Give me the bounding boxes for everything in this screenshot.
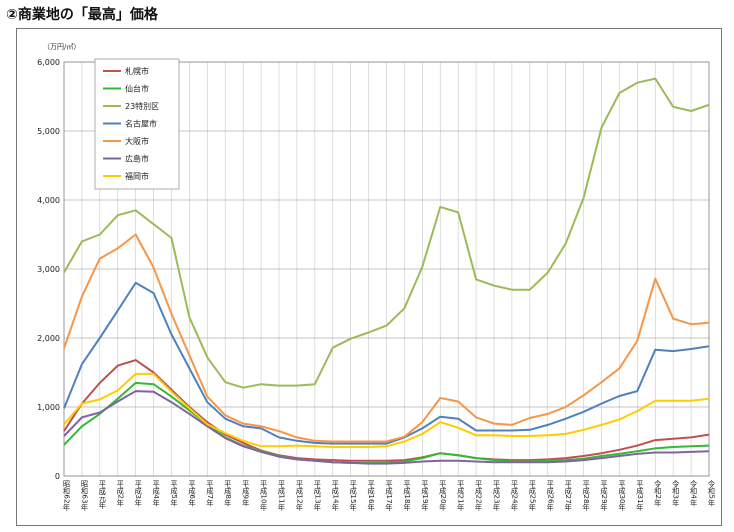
y-tick-label: 2,000 [37, 334, 60, 343]
x-tick-label: 平成27年 [564, 480, 573, 512]
y-tick-label: 0 [55, 472, 60, 481]
series-line-広島市 [63, 390, 710, 465]
x-tick-label: 平成8年 [224, 480, 233, 507]
x-tick-label: 平成12年 [295, 480, 304, 512]
legend-label: 大阪市 [125, 136, 149, 146]
series-line-名古屋市 [63, 281, 710, 445]
x-tick-label: 平成元年 [98, 480, 107, 510]
x-tick-label: 平成10年 [260, 480, 269, 512]
x-tick-label: 昭和62年 [63, 480, 72, 512]
line-chart: （万円/㎡） 0 1,000 2,000 3,000 4,000 5,000 6,000 昭和… [37, 43, 716, 512]
legend-box [94, 58, 180, 190]
x-tick-label: 平成7年 [206, 480, 215, 507]
x-tick-label: 平成5年 [170, 480, 179, 507]
x-tick-label: 平成25年 [528, 480, 537, 512]
legend-label: 仙台市 [125, 84, 149, 94]
x-tick-label: 平成31年 [636, 480, 645, 512]
series-lines [63, 77, 710, 465]
x-tick-label: 平成23年 [493, 480, 502, 512]
legend-label: 広島市 [125, 154, 149, 164]
y-tick-label: 4,000 [37, 196, 60, 205]
x-tick-label: 平成30年 [618, 480, 627, 512]
axes: 0 1,000 2,000 3,000 4,000 5,000 6,000 昭和62年 昭和63… [37, 58, 716, 512]
x-tick-label: 令和4年 [690, 479, 699, 507]
x-tick-label: 令和5年 [708, 479, 717, 507]
series-line-福岡市 [63, 372, 710, 448]
x-tick-label: 平成14年 [331, 480, 340, 512]
x-tick-label: 平成22年 [475, 480, 484, 512]
y-tick-label: 1,000 [37, 403, 60, 412]
x-tick-label: 平成9年 [242, 480, 251, 507]
legend-label: 23特別区 [125, 101, 159, 111]
x-tick-label: 平成13年 [313, 480, 322, 512]
x-tick-label: 平成20年 [439, 480, 448, 512]
series-line-大阪市 [63, 233, 710, 443]
x-tick-label: 平成15年 [349, 480, 358, 512]
x-tick-label: 平成24年 [510, 480, 519, 512]
chart-frame: （万円/㎡） 0 1,000 2,000 3,000 4,000 5,000 6,000 昭和… [16, 28, 722, 526]
x-tick-label: 平成18年 [403, 480, 412, 512]
x-tick-label: 平成16年 [367, 480, 376, 512]
x-tick-label: 平成6年 [188, 480, 197, 507]
x-tick-label: 平成4年 [152, 480, 161, 507]
legend-label: 札幌市 [125, 66, 149, 76]
x-tick-label: 平成26年 [546, 480, 555, 512]
x-tick-label: 平成2年 [116, 480, 125, 507]
y-tick-label: 3,000 [37, 265, 60, 274]
legend-label: 名古屋市 [125, 119, 157, 129]
y-tick-label: 6,000 [37, 58, 60, 67]
series-line-札幌市 [63, 359, 710, 462]
y-tick-label: 5,000 [37, 127, 60, 136]
x-tick-label: 令和2年 [654, 479, 663, 507]
x-tick-label: 令和3年 [672, 479, 681, 507]
plot-area [63, 61, 710, 477]
x-tick-label: 平成28年 [582, 480, 591, 512]
x-tick-label: 平成11年 [278, 480, 287, 512]
x-tick-label: 平成19年 [421, 480, 430, 512]
y-axis-label: （万円/㎡） [43, 43, 80, 51]
page-heading: ②商業地の「最高」価格 [6, 7, 158, 23]
x-tick-label: 平成29年 [600, 480, 609, 512]
series-line-23特別区 [63, 77, 710, 389]
x-tick-label: 平成17年 [385, 480, 394, 512]
x-tick-label: 昭和63年 [80, 480, 89, 512]
legend-label: 福岡市 [125, 171, 149, 181]
x-tick-label: 平成3年 [134, 480, 143, 507]
x-tick-label: 平成21年 [457, 480, 466, 512]
